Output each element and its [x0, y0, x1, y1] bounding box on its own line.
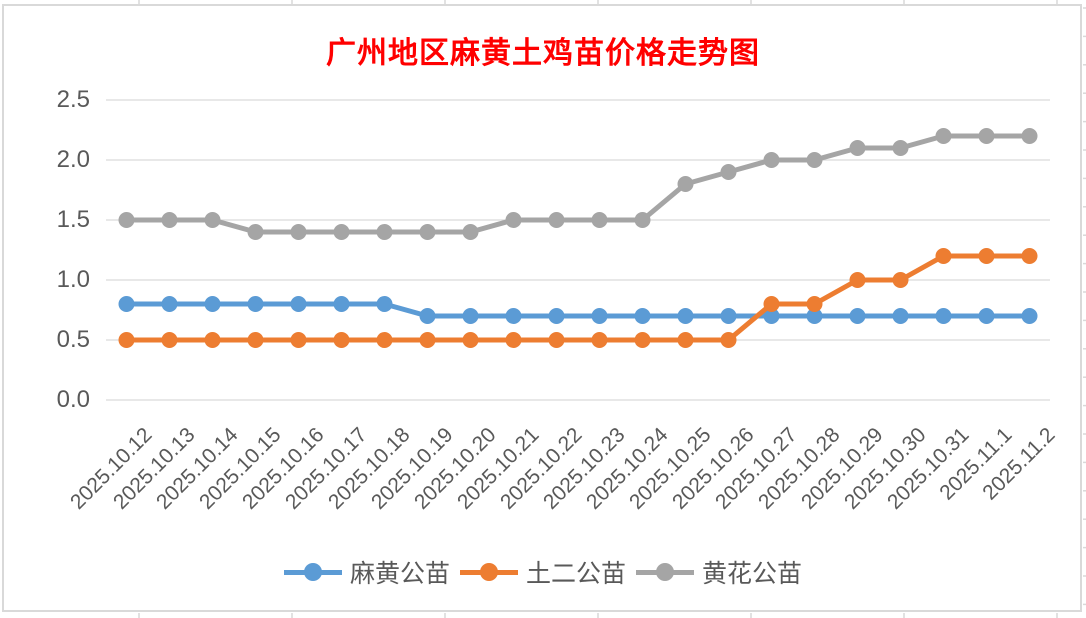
y-axis-tick-label: 0.0: [56, 386, 90, 413]
legend-label: 土二公苗: [525, 560, 626, 588]
y-axis-tick-label: 2.5: [56, 86, 90, 113]
legend-label: 麻黄公苗: [349, 560, 450, 588]
chart-title: 广州地区麻黄土鸡苗价格走势图: [326, 37, 760, 70]
legend-line-marker-icon: [636, 563, 694, 581]
legend-item[interactable]: 麻黄公苗: [283, 554, 450, 590]
legend-item[interactable]: 黄花公苗: [636, 554, 802, 590]
legend-item[interactable]: 土二公苗: [459, 554, 626, 590]
legend-line-marker-icon: [459, 563, 518, 581]
legend-label: 黄花公苗: [702, 560, 803, 588]
legend: 麻黄公苗 土二公苗 黄花公苗: [0, 552, 1086, 592]
y-axis-tick-label: 1.0: [56, 266, 90, 293]
legend-line-marker-icon: [283, 563, 342, 581]
y-axis-tick-label: 1.5: [56, 206, 90, 233]
y-axis-tick-label: 0.5: [56, 326, 90, 353]
y-axis-tick-label: 2.0: [56, 146, 90, 173]
